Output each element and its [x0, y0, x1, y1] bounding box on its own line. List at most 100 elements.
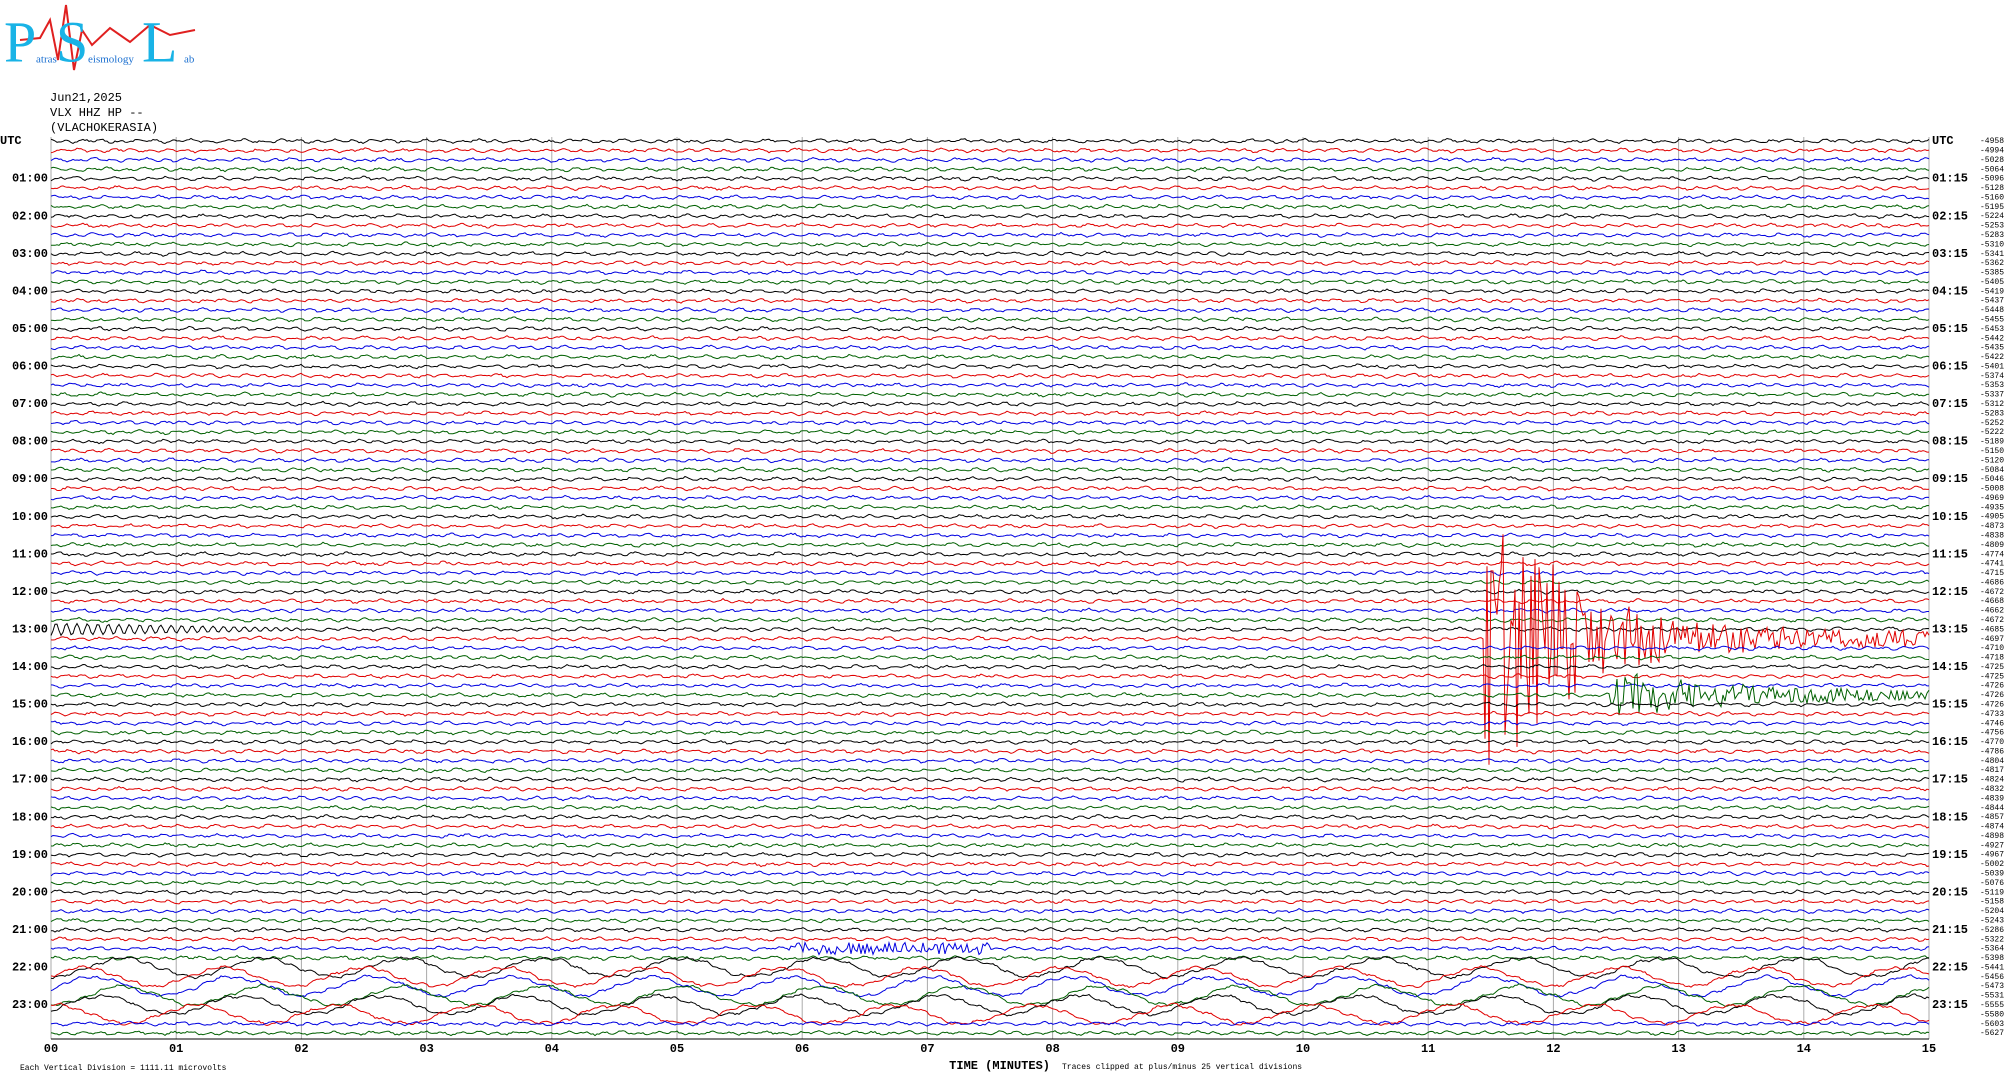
row-offset: -4668 [1980, 597, 2004, 606]
trace [50, 983, 1930, 1008]
row-offset: -4726 [1980, 701, 2004, 710]
trace [50, 879, 1930, 886]
right-hour-label: 05:15 [1932, 322, 1968, 336]
header-date: Jun21,2025 [50, 91, 122, 105]
row-offset: -5252 [1980, 419, 2004, 428]
row-offset: -5398 [1980, 954, 2004, 963]
row-offset: -5473 [1980, 982, 2004, 991]
row-offset: -4935 [1980, 503, 2004, 512]
row-offset: -5627 [1980, 1029, 2004, 1038]
row-offset: -5150 [1980, 447, 2004, 456]
x-tick-label: 09 [1171, 1042, 1185, 1056]
header-station: (VLACHOKERASIA) [50, 121, 158, 135]
trace [50, 814, 1930, 820]
trace [50, 720, 1930, 727]
row-offset: -5119 [1980, 888, 2004, 897]
row-offset: -4770 [1980, 738, 2004, 747]
trace [50, 560, 1930, 567]
row-offset: -5008 [1980, 485, 2004, 494]
row-offset: -4958 [1980, 137, 2004, 146]
row-offset: -5435 [1980, 344, 2004, 353]
left-hour-label: 07:00 [12, 397, 48, 411]
row-offset: -5243 [1980, 916, 2004, 925]
trace [50, 513, 1930, 520]
right-hour-label: 02:15 [1932, 209, 1968, 223]
logo-wave [19, 4, 196, 71]
left-hour-label: 19:00 [12, 848, 48, 862]
row-offset: -4927 [1980, 841, 2004, 850]
row-offset: -5441 [1980, 963, 2004, 972]
row-offset: -5064 [1980, 165, 2004, 174]
trace [50, 569, 1930, 576]
row-offset: -4786 [1980, 747, 2004, 756]
row-offset: -5128 [1980, 184, 2004, 193]
trace [50, 993, 1930, 1017]
left-hour-label: 08:00 [12, 435, 48, 449]
row-offset: -5189 [1980, 438, 2004, 447]
trace [50, 222, 1930, 229]
x-tick-label: 13 [1671, 1042, 1685, 1056]
trace [50, 438, 1930, 445]
right-hour-label: 06:15 [1932, 360, 1968, 374]
x-tick-label: 06 [795, 1042, 809, 1056]
trace [50, 663, 1930, 670]
left-hour-label: 15:00 [12, 698, 48, 712]
trace [50, 785, 1930, 792]
trace [50, 673, 1930, 680]
logo-letter: S [56, 9, 88, 74]
left-hour-label: 18:00 [12, 810, 48, 824]
trace [50, 166, 1930, 173]
trace [50, 767, 1930, 774]
row-offset: -5374 [1980, 372, 2004, 381]
x-tick-label: 08 [1045, 1042, 1059, 1056]
right-hour-label: 17:15 [1932, 773, 1968, 787]
right-hour-label: 08:15 [1932, 435, 1968, 449]
row-offset: -4746 [1980, 719, 2004, 728]
trace [50, 616, 1930, 623]
row-offset: -5046 [1980, 475, 2004, 484]
left-hour-label: 22:00 [12, 960, 48, 974]
row-offset: -5362 [1980, 259, 2004, 268]
row-offset: -5322 [1980, 935, 2004, 944]
trace [50, 475, 1929, 483]
row-offset: -4662 [1980, 607, 2004, 616]
trace [50, 940, 1930, 956]
trace [50, 898, 1930, 905]
row-offset: -5204 [1980, 907, 2004, 916]
row-offset: -5455 [1980, 316, 2004, 325]
right-hour-label: 04:15 [1932, 284, 1968, 298]
trace [50, 804, 1930, 811]
trace [50, 534, 1930, 765]
trace [50, 622, 1930, 637]
trace [50, 954, 1930, 962]
trace [50, 907, 1930, 915]
x-tick-label: 14 [1797, 1042, 1811, 1056]
trace [50, 823, 1930, 830]
x-tick-label: 00 [44, 1042, 58, 1056]
trace [50, 156, 1930, 163]
logo-word: atras [36, 54, 57, 66]
trace [50, 344, 1930, 351]
row-offset: -5437 [1980, 297, 2004, 306]
row-offset: -5283 [1980, 231, 2004, 240]
row-offset: -5401 [1980, 362, 2004, 371]
trace [50, 316, 1930, 323]
row-offset: -4994 [1980, 146, 2004, 155]
trace [50, 297, 1930, 304]
trace [50, 203, 1930, 210]
left-hour-label: 09:00 [12, 472, 48, 486]
trace [50, 532, 1930, 539]
x-tick-label: 02 [294, 1042, 308, 1056]
trace [50, 382, 1930, 389]
left-hour-label: 11:00 [12, 547, 48, 561]
footer-clip: Traces clipped at plus/minus 25 vertical… [1062, 1063, 1302, 1072]
row-offset: -4697 [1980, 635, 2004, 644]
left-hour-label: 03:00 [12, 247, 48, 261]
left-hour-label: 04:00 [12, 284, 48, 298]
row-offset: -4685 [1980, 625, 2004, 634]
trace [50, 429, 1930, 436]
logo: P S L atras eismology ab [4, 4, 196, 74]
trace [50, 1020, 1930, 1027]
row-offset: -4824 [1980, 776, 2004, 785]
